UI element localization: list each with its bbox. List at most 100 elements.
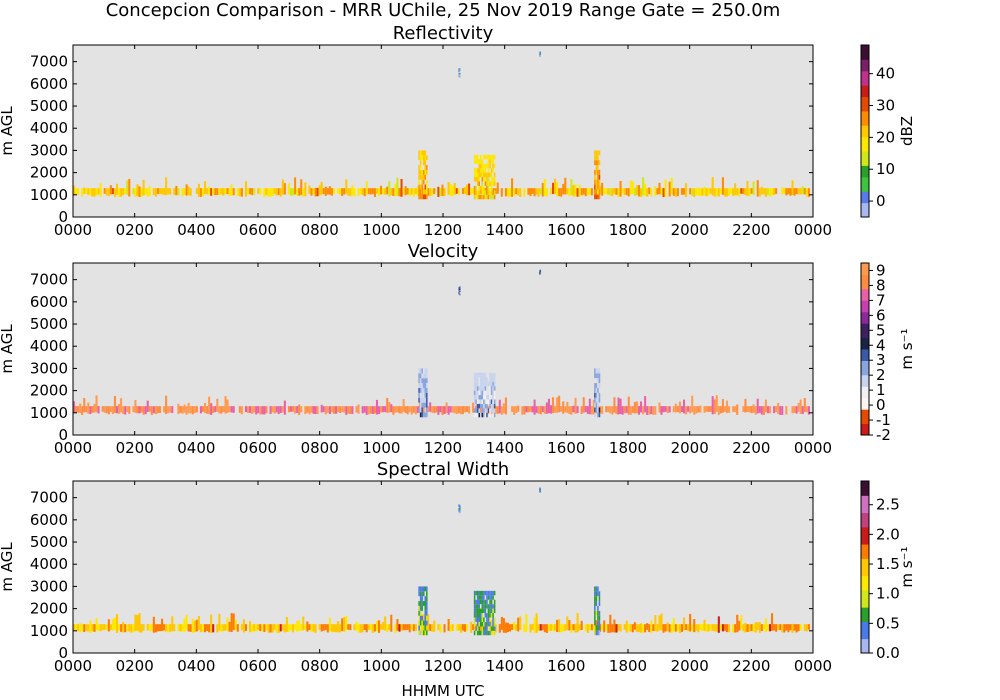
data-cell bbox=[296, 620, 299, 632]
data-cell bbox=[459, 506, 461, 508]
data-cell bbox=[486, 172, 488, 178]
data-cell bbox=[419, 605, 422, 611]
data-cell bbox=[75, 624, 78, 632]
data-cell bbox=[515, 188, 518, 195]
y-tick-label: 3000 bbox=[30, 577, 68, 595]
data-cell bbox=[220, 624, 223, 633]
data-cell bbox=[719, 624, 722, 631]
data-cell bbox=[473, 159, 476, 164]
data-cell bbox=[134, 399, 137, 413]
data-cell bbox=[738, 188, 741, 197]
data-cell bbox=[204, 181, 207, 195]
data-cell bbox=[478, 190, 480, 195]
data-cell bbox=[556, 397, 559, 413]
data-cell bbox=[594, 387, 596, 393]
data-cell bbox=[683, 617, 686, 631]
data-cell bbox=[476, 630, 479, 636]
colorbar-segment bbox=[861, 188, 869, 192]
data-cell bbox=[95, 188, 98, 196]
data-cell bbox=[183, 404, 186, 413]
data-cell bbox=[418, 150, 420, 156]
colorbar-tick-label: 1.5 bbox=[876, 555, 900, 573]
data-cell bbox=[197, 183, 200, 197]
data-cell bbox=[637, 406, 641, 415]
data-cell bbox=[478, 194, 480, 200]
x-tick-label: 0400 bbox=[177, 439, 215, 457]
data-cell bbox=[607, 624, 610, 633]
data-cell bbox=[775, 406, 778, 413]
data-cell bbox=[283, 400, 286, 415]
data-cell bbox=[771, 613, 774, 631]
data-cell bbox=[623, 624, 626, 630]
x-tick-label: 0600 bbox=[239, 657, 277, 675]
data-cell bbox=[543, 624, 546, 633]
data-cell bbox=[369, 624, 372, 631]
data-cell bbox=[475, 412, 477, 418]
data-cell bbox=[277, 624, 280, 633]
data-cell bbox=[140, 406, 143, 413]
data-cell bbox=[421, 402, 423, 408]
data-cell bbox=[281, 406, 284, 413]
data-cell bbox=[140, 624, 143, 633]
data-cell bbox=[406, 624, 409, 630]
colorbar-segment bbox=[861, 108, 869, 112]
data-cell bbox=[539, 273, 541, 275]
data-cell bbox=[480, 395, 482, 400]
data-cell bbox=[594, 605, 596, 611]
data-cell bbox=[330, 406, 333, 413]
data-cell bbox=[476, 399, 479, 404]
colorbar-segment bbox=[861, 383, 869, 387]
data-cell bbox=[165, 395, 168, 415]
data-cell bbox=[422, 412, 425, 418]
data-cell bbox=[554, 406, 557, 413]
data-cell bbox=[165, 177, 168, 196]
data-cell bbox=[598, 625, 601, 631]
colorbar-segment bbox=[861, 328, 869, 333]
data-cell bbox=[111, 406, 114, 415]
data-cell bbox=[478, 604, 480, 609]
colorbar-segment bbox=[861, 271, 869, 275]
colorbar-segment bbox=[861, 165, 869, 169]
data-cell bbox=[598, 174, 601, 180]
data-cell bbox=[597, 150, 599, 156]
data-cell bbox=[459, 511, 461, 513]
data-cell bbox=[113, 188, 116, 197]
colorbar-segment bbox=[861, 380, 869, 384]
data-cell bbox=[199, 406, 202, 414]
data-cell bbox=[418, 165, 420, 170]
x-tick-label: 1800 bbox=[609, 221, 647, 239]
y-tick-label: 2000 bbox=[30, 600, 68, 618]
data-cell bbox=[705, 188, 708, 197]
data-cell bbox=[594, 596, 596, 602]
data-cell bbox=[398, 188, 401, 197]
data-cell bbox=[487, 172, 490, 178]
data-cell bbox=[466, 406, 469, 413]
data-cell bbox=[597, 387, 599, 393]
colorbar-segment bbox=[861, 47, 869, 52]
data-cell bbox=[480, 406, 483, 415]
data-cell bbox=[418, 174, 420, 180]
data-cell bbox=[392, 406, 395, 415]
data-cell bbox=[595, 596, 598, 602]
data-cell bbox=[621, 188, 624, 194]
data-cell bbox=[255, 624, 258, 632]
data-cell bbox=[648, 624, 651, 633]
data-cell bbox=[539, 487, 541, 489]
data-cell bbox=[419, 407, 422, 413]
data-cell bbox=[564, 624, 567, 631]
data-cell bbox=[490, 154, 493, 160]
data-cell bbox=[384, 188, 387, 195]
data-cell bbox=[378, 188, 381, 197]
data-cell bbox=[124, 406, 127, 415]
data-cell bbox=[490, 372, 493, 378]
colorbar-segment bbox=[861, 191, 869, 195]
data-cell bbox=[490, 390, 493, 396]
data-cell bbox=[594, 194, 596, 200]
data-cell bbox=[490, 408, 493, 413]
data-cell bbox=[756, 398, 759, 414]
data-cell bbox=[226, 617, 229, 632]
data-cell bbox=[152, 188, 155, 196]
data-cell bbox=[662, 188, 665, 198]
data-cell bbox=[459, 508, 461, 510]
